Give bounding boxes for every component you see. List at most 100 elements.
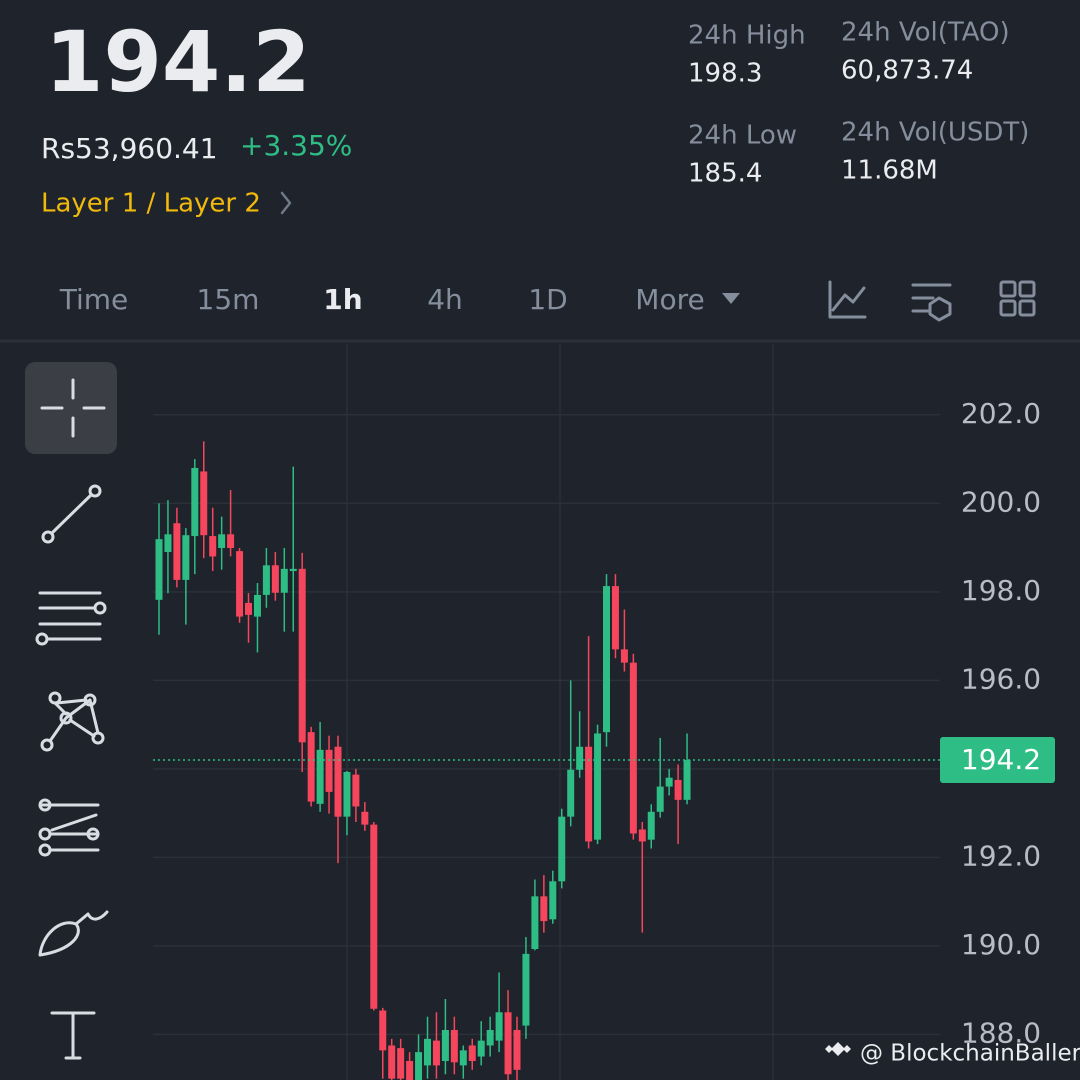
- candle-body: [280, 568, 288, 593]
- watermark: @ BlockchainBaller: [825, 1041, 1080, 1067]
- candle-body: [647, 811, 655, 840]
- candle-body: [585, 746, 593, 842]
- candle-body: [638, 829, 646, 842]
- candle-body: [227, 534, 235, 549]
- candle-body: [379, 1010, 387, 1051]
- candle-body: [262, 565, 270, 595]
- stat-value: 11.68M: [841, 156, 938, 186]
- candle-body: [665, 777, 673, 787]
- y-tick-label: 188.0: [961, 1016, 1041, 1049]
- candle-body: [370, 824, 378, 1009]
- current-price-tag: [940, 737, 1055, 784]
- interval-tab[interactable]: More: [635, 283, 704, 316]
- fib-icon[interactable]: [38, 798, 100, 857]
- candle-body: [477, 1040, 485, 1057]
- candle-body: [549, 881, 557, 920]
- candle-body: [361, 811, 369, 825]
- trendline-icon[interactable]: [41, 484, 102, 544]
- tags-link[interactable]: Layer 1 / Layer 2: [41, 189, 261, 219]
- y-tick-label: 198.0: [961, 574, 1041, 607]
- candle-body: [540, 896, 548, 922]
- candle-body: [415, 1052, 423, 1080]
- candle-body: [459, 1050, 467, 1066]
- candle-body: [629, 662, 637, 834]
- candle-body: [531, 896, 539, 949]
- pattern-icon[interactable]: [40, 691, 105, 752]
- candle-body: [674, 779, 682, 800]
- candle-body: [558, 816, 566, 882]
- y-tick-label: 192.0: [961, 839, 1041, 872]
- y-tick-label: 196.0: [961, 662, 1041, 695]
- candle-body: [325, 749, 333, 792]
- candle-body: [191, 467, 199, 537]
- interval-tab[interactable]: 1D: [528, 283, 567, 316]
- candle-body: [209, 536, 217, 557]
- candle-body: [567, 769, 575, 817]
- watermark-text: @ BlockchainBaller: [860, 1041, 1080, 1067]
- stat-label: 24h Low: [688, 121, 797, 151]
- dropdown-arrow: [722, 293, 740, 304]
- interval-tab[interactable]: 4h: [427, 283, 463, 316]
- candle-body: [218, 534, 226, 549]
- layout-icon[interactable]: [999, 280, 1017, 298]
- stat-label: 24h Vol(USDT): [841, 118, 1029, 148]
- candle-body: [307, 732, 315, 802]
- candle-body: [397, 1048, 405, 1079]
- candle-body: [245, 602, 252, 615]
- chevron: [280, 191, 292, 215]
- interval-tab[interactable]: 1h: [323, 283, 362, 316]
- crosshair-icon: [40, 378, 106, 438]
- price-change: +3.35%: [240, 129, 352, 162]
- interval-tab[interactable]: 15m: [197, 283, 260, 316]
- watermark-logo: [825, 1042, 851, 1056]
- candle-body: [271, 565, 279, 593]
- stat-label: 24h Vol(TAO): [841, 18, 1010, 48]
- last-price: 194.2: [45, 13, 311, 111]
- candle-body: [611, 586, 619, 650]
- candle-body: [289, 568, 297, 572]
- stat-label: 24h High: [688, 21, 806, 51]
- candle-body: [486, 1029, 494, 1046]
- candle-body: [495, 1012, 503, 1041]
- candle-body: [155, 539, 163, 600]
- fiat-price: Rs53,960.41: [41, 132, 218, 165]
- candle-body: [603, 586, 610, 733]
- y-tick-label: 190.0: [961, 928, 1041, 961]
- candle-body: [182, 535, 190, 580]
- candle-body: [450, 1029, 458, 1063]
- current-price-label: 194.2: [961, 743, 1041, 776]
- candle-body: [504, 1012, 512, 1075]
- interval-tabs: Time 15m 1h 4h 1D More: [59, 283, 705, 316]
- candle-body: [513, 1029, 521, 1070]
- candle-body: [406, 1060, 414, 1080]
- vertical-grid: [346, 344, 774, 1080]
- grid: [153, 414, 940, 1036]
- price-axis: 188.0 190.0 192.0 196.0 198.0 200.0 202.0 194.2: [153, 397, 1055, 1049]
- text-tool-icon[interactable]: [50, 1011, 96, 1060]
- candle-body: [352, 774, 360, 807]
- candle-body: [173, 523, 181, 580]
- crosshair-button[interactable]: [25, 362, 117, 454]
- candle-body: [200, 471, 208, 536]
- candle-body: [656, 786, 664, 812]
- stat-value: 198.3: [688, 59, 762, 89]
- candle-body: [253, 594, 261, 617]
- candles: [155, 441, 691, 1080]
- settings-icon[interactable]: [911, 283, 952, 322]
- candle-body: [576, 746, 584, 770]
- chart-tools: [828, 280, 1036, 322]
- candle-body: [298, 568, 306, 743]
- candle-body: [236, 551, 244, 617]
- candle-body: [164, 534, 172, 553]
- stat-value: 60,873.74: [841, 56, 973, 86]
- interval-tab[interactable]: Time: [59, 283, 129, 316]
- candle-body: [594, 733, 602, 840]
- brush-icon[interactable]: [38, 910, 109, 957]
- candle-body: [388, 1045, 396, 1079]
- candle-body: [334, 746, 342, 817]
- parallel-lines-icon[interactable]: [35, 591, 107, 646]
- indicator-icon[interactable]: [828, 280, 867, 319]
- candle-body: [468, 1045, 476, 1061]
